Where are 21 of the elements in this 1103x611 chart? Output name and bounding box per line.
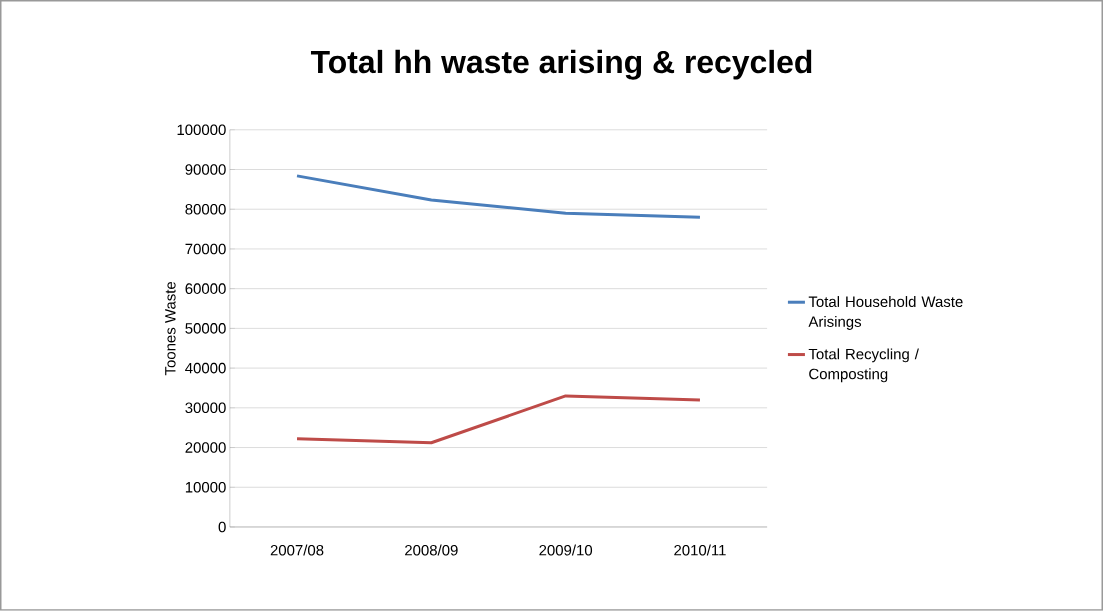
y-tick-label: 80000 — [185, 204, 226, 215]
x-tick-label: 2010/11 — [674, 544, 726, 556]
y-tick-label: 0 — [218, 521, 226, 533]
y-tick-label: 60000 — [185, 283, 226, 295]
line-series — [295, 394, 702, 445]
y-tick-label: 30000 — [185, 402, 226, 414]
y-tick-label: 90000 — [185, 164, 226, 175]
chart-title: Total hh waste arising & recycled — [310, 49, 812, 80]
y-tick-label: 40000 — [185, 362, 226, 374]
x-tick-label: 2007/08 — [270, 544, 324, 556]
x-tick-label: 2008/09 — [405, 544, 458, 556]
legend-label: Total Household Waste Arisings — [808, 296, 963, 331]
y-tick-label: 70000 — [185, 243, 226, 255]
y-tick-label: 100000 — [177, 124, 226, 136]
y-tick-label: 20000 — [185, 442, 226, 453]
legend-label: Total Recycling / Composting — [808, 348, 919, 383]
y-tick-label: 10000 — [185, 482, 226, 493]
y-axis-title: Toones Waste — [165, 282, 176, 376]
x-tick-label: 2009/10 — [539, 544, 593, 556]
y-tick-label: 50000 — [185, 323, 226, 334]
line-series — [295, 174, 702, 219]
